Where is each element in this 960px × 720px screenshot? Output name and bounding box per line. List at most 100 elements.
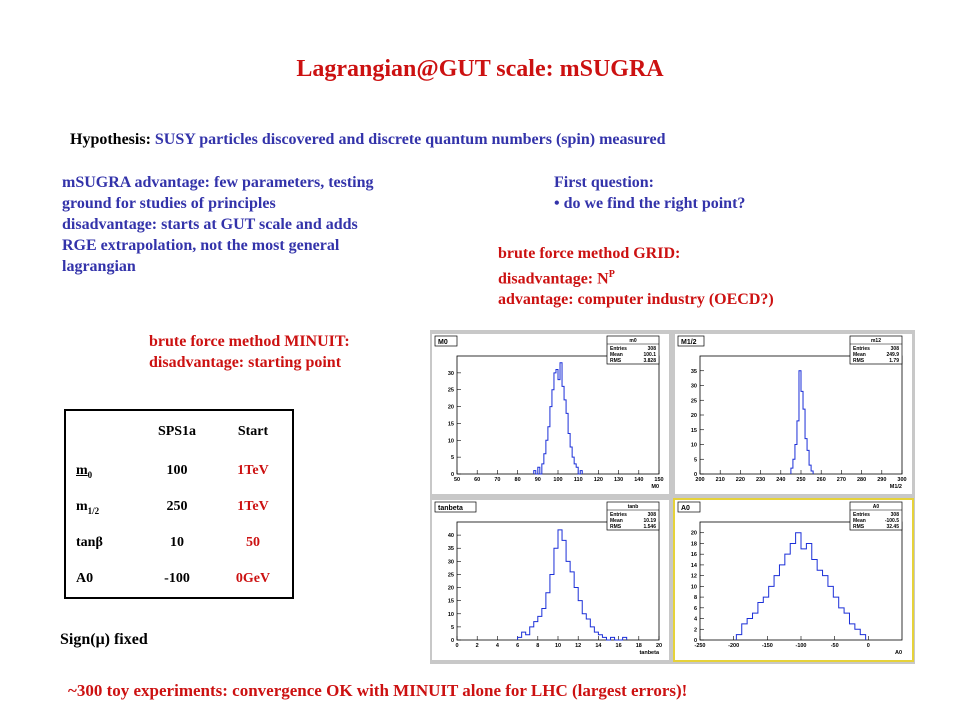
y-tick-label: 4 [694, 617, 698, 623]
x-tick-label: 240 [776, 477, 785, 483]
x-tick-label: 90 [535, 477, 541, 483]
grid-disadvantage-text: disadvantage: N [498, 270, 609, 288]
y-tick-label: 5 [451, 625, 454, 631]
y-tick-label: 30 [448, 371, 454, 377]
stats-value: 308 [891, 346, 900, 352]
x-tick-label: 150 [654, 477, 663, 483]
y-tick-label: 15 [448, 421, 454, 427]
y-tick-label: 30 [691, 384, 697, 390]
y-tick-label: 20 [691, 531, 697, 537]
y-tick-label: 0 [451, 638, 454, 644]
table-sps1a-cell: 10 [170, 535, 184, 550]
y-tick-label: 18 [691, 541, 697, 547]
stats-key: Mean [610, 518, 623, 524]
x-tick-label: -250 [694, 643, 705, 649]
x-tick-label: -150 [762, 643, 773, 649]
parameter-table: SPS1a Start m0 100 1TeV m1/2 250 1TeV ta… [64, 409, 294, 599]
x-tick-label: 250 [796, 477, 805, 483]
histogram-m0: M0 0 5 10 15 20 25 30 50 60 70 80 90 100 110 120 130 140 1… [434, 335, 664, 490]
table-param-cell: tanβ [65, 525, 140, 561]
x-tick-label: 200 [695, 477, 704, 483]
stats-box [606, 501, 660, 531]
table-sps1a-cell: -100 [164, 571, 190, 586]
msugra-block: mSUGRA advantage: few parameters, testin… [62, 172, 374, 277]
y-tick-label: 16 [691, 552, 697, 558]
y-tick-label: 8 [694, 595, 697, 601]
y-tick-label: 35 [691, 369, 697, 375]
y-tick-label: 10 [448, 438, 454, 444]
grid-line-3: advantage: computer industry (OECD?) [498, 291, 774, 309]
x-tick-label: 230 [756, 477, 765, 483]
param-subscript: 1/2 [87, 505, 100, 516]
histogram-panel-tanbeta: tanbeta 0 5 10 15 20 25 30 35 40 0 2 4 6 8 10 12 14 16 18 20… [432, 500, 669, 660]
table-param-cell: A0 [65, 561, 140, 598]
param-name: tanβ [76, 535, 103, 550]
msugra-disadvantage-label: disadvantage: [62, 216, 158, 233]
table-row: tanβ 10 50 [65, 525, 293, 561]
msugra-line-5: lagrangian [62, 258, 136, 275]
table-start-cell: 0GeV [235, 571, 271, 586]
param-name: m [76, 462, 88, 478]
minuit-block: brute force method MINUIT: disadvantage:… [149, 331, 350, 373]
histogram-panel-a0: A0 0 2 4 6 8 10 12 14 16 18 20 -250 -200 -150 -100 -50 0 A… [673, 498, 914, 662]
x-tick-label: 0 [455, 643, 458, 649]
x-tick-label: -200 [728, 643, 739, 649]
x-tick-label: 18 [636, 643, 642, 649]
x-tick-label: 260 [817, 477, 826, 483]
hypothesis-line: Hypothesis: SUSY particles discovered an… [70, 129, 665, 150]
y-tick-label: 2 [694, 627, 697, 633]
table-header-row: SPS1a Start [65, 410, 293, 453]
param-subscript: 0 [87, 469, 93, 480]
table-start-cell: 1TeV [237, 499, 269, 514]
stats-value: -100.5 [885, 518, 899, 524]
x-tick-label: 220 [736, 477, 745, 483]
x-tick-label: 16 [616, 643, 622, 649]
y-tick-label: 40 [448, 533, 454, 539]
hypothesis-text: SUSY particles discovered and discrete q… [150, 131, 666, 148]
param-name: m [76, 498, 88, 514]
histogram-tanbeta: tanbeta 0 5 10 15 20 25 30 35 40 0 2 4 6 8 10 12 14 16 18 20… [434, 501, 662, 656]
x-axis-label: M1/2 [890, 484, 902, 490]
histogram-title: M0 [438, 339, 448, 346]
stats-value: 100.1 [643, 352, 656, 358]
x-axis-label: A0 [895, 650, 902, 656]
stats-key: Entries [610, 512, 627, 518]
histogram-title-box [434, 335, 458, 347]
x-tick-label: 140 [634, 477, 643, 483]
stats-key: Entries [853, 346, 870, 352]
x-tick-label: 4 [496, 643, 500, 649]
x-tick-label: 280 [857, 477, 866, 483]
histogram-grid: M0 0 5 10 15 20 25 30 50 60 70 80 90 100 110 120 130 140 1… [430, 330, 915, 664]
x-tick-label: 270 [837, 477, 846, 483]
table-row: m0 100 1TeV [65, 453, 293, 489]
x-tick-label: 210 [716, 477, 725, 483]
hypothesis-label: Hypothesis: [70, 131, 151, 148]
histogram-title-box [434, 501, 477, 513]
y-tick-label: 20 [448, 586, 454, 592]
stats-key: RMS [853, 358, 865, 364]
histogram-a0: A0 0 2 4 6 8 10 12 14 16 18 20 -250 -200 -150 -100 -50 0 A… [677, 501, 903, 656]
conclusion-line: ~300 toy experiments: convergence OK wit… [68, 681, 688, 700]
histogram-line [790, 370, 814, 474]
stats-value: 249.9 [886, 352, 899, 358]
y-tick-label: 0 [694, 472, 697, 478]
stats-key: Entries [853, 512, 870, 518]
y-tick-label: 25 [448, 572, 454, 578]
x-tick-label: 20 [656, 643, 662, 649]
histogram-title: A0 [681, 505, 690, 512]
y-tick-label: 20 [691, 413, 697, 419]
table-sps1a-cell: 250 [166, 499, 188, 514]
grid-line-2: disadvantage: NP [498, 264, 774, 289]
histogram-line [533, 362, 583, 475]
first-question-bullet: • do we find the right point? [554, 195, 746, 212]
msugra-disadvantage-text: starts at GUT scale and adds [157, 216, 358, 233]
histogram-panel-m12: M1/2 0 5 10 15 20 25 30 35 200 210 220 230 240 250 260 2… [675, 334, 912, 494]
histogram-line [517, 529, 628, 641]
x-tick-label: 10 [555, 643, 561, 649]
first-question-title: First question: [554, 174, 654, 191]
x-tick-label: 2 [476, 643, 479, 649]
param-name: A0 [76, 571, 94, 586]
x-tick-label: 0 [867, 643, 870, 649]
table-header-cell: Start [237, 424, 269, 439]
stats-key: Entries [610, 346, 627, 352]
